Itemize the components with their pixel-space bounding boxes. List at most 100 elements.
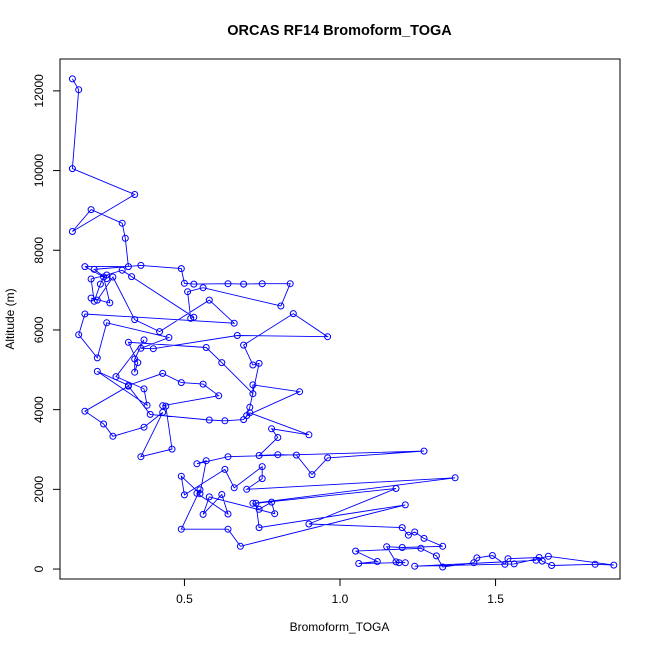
data-point: [87, 275, 95, 283]
data-point: [131, 355, 139, 363]
data-point: [93, 354, 101, 362]
data-point: [324, 454, 332, 462]
data-point: [411, 562, 419, 570]
data-point: [230, 484, 238, 492]
data-point: [398, 524, 406, 532]
data-point: [274, 434, 282, 441]
y-axis: 0 2000 4000 6000 8000 10000 12000: [32, 74, 61, 572]
data-point: [473, 554, 481, 562]
data-point: [532, 556, 540, 564]
data-point: [131, 316, 139, 324]
data-point: [199, 510, 207, 518]
data-point: [140, 423, 148, 431]
y-tick-label: 0: [32, 565, 46, 572]
data-point: [96, 280, 104, 288]
data-point: [177, 525, 185, 533]
data-point: [236, 542, 244, 550]
data-point: [501, 560, 509, 568]
data-point: [249, 381, 257, 389]
data-point: [274, 451, 282, 459]
data-point: [140, 336, 148, 344]
data-point: [159, 402, 167, 410]
data-point: [180, 491, 188, 499]
data-point: [81, 407, 89, 415]
data-point: [121, 234, 129, 242]
data-point: [246, 409, 254, 417]
data-point: [420, 447, 428, 455]
data-point: [255, 359, 263, 367]
x-axis-label: Bromoform_TOGA: [290, 620, 390, 634]
data-point: [249, 499, 257, 507]
data-point: [243, 485, 251, 493]
data-point: [68, 228, 76, 235]
y-tick-label: 8000: [32, 237, 46, 264]
data-point: [504, 555, 512, 563]
data-point: [177, 265, 185, 273]
data-point: [255, 505, 263, 513]
data-point: [292, 451, 300, 459]
data-point: [159, 408, 167, 416]
data-point: [168, 445, 176, 453]
data-point: [548, 562, 556, 569]
data-point: [140, 385, 148, 393]
data-point: [143, 401, 151, 409]
data-point: [510, 560, 518, 568]
data-point: [289, 310, 297, 318]
data-point: [305, 520, 313, 528]
y-tick-label: 12000: [32, 74, 46, 108]
x-tick-label: 1.0: [332, 592, 349, 606]
data-point: [249, 361, 257, 369]
data-point: [131, 368, 139, 376]
data-point: [233, 332, 241, 339]
data-point: [230, 319, 238, 327]
data-point: [146, 410, 154, 418]
data-point: [131, 191, 139, 198]
data-point: [252, 499, 260, 507]
data-point: [196, 486, 204, 494]
x-axis: 0.5 1.0 1.5: [176, 578, 504, 606]
data-point: [202, 344, 210, 351]
data-point: [395, 559, 403, 567]
x-tick-label: 0.5: [176, 592, 193, 606]
data-point: [81, 310, 89, 318]
data-point: [240, 280, 248, 288]
data-point: [258, 280, 266, 288]
data-point: [137, 261, 145, 269]
plot-frame: [59, 58, 621, 580]
data-point: [439, 542, 447, 550]
y-tick-label: 2000: [32, 476, 46, 503]
data-point: [87, 294, 95, 302]
y-tick-label: 4000: [32, 396, 46, 423]
data-point: [432, 552, 440, 560]
data-point: [221, 417, 229, 425]
data-point: [240, 341, 248, 349]
data-point: [249, 390, 257, 398]
data-point: [544, 552, 552, 560]
data-point: [100, 420, 108, 428]
data-point: [193, 460, 201, 468]
data-point: [401, 501, 409, 509]
data-point: [352, 547, 360, 555]
y-tick-label: 6000: [32, 316, 46, 343]
data-point: [411, 528, 419, 536]
data-point: [224, 453, 232, 461]
data-point: [187, 314, 195, 322]
data-point: [488, 552, 496, 559]
data-point: [177, 379, 185, 387]
data-point: [100, 273, 108, 281]
data-point: [106, 299, 114, 307]
data-point: [277, 302, 285, 310]
data-point: [124, 263, 132, 271]
data-point: [286, 280, 294, 288]
data-point: [184, 288, 192, 296]
data-point: [159, 369, 167, 377]
data-point: [610, 561, 618, 569]
data-point: [118, 219, 126, 227]
data-point: [355, 560, 363, 567]
data-point: [392, 485, 400, 492]
data-point: [93, 367, 101, 375]
data-point: [128, 273, 136, 281]
plot-area: [68, 75, 618, 571]
data-point: [109, 432, 117, 440]
data-point: [308, 471, 316, 479]
